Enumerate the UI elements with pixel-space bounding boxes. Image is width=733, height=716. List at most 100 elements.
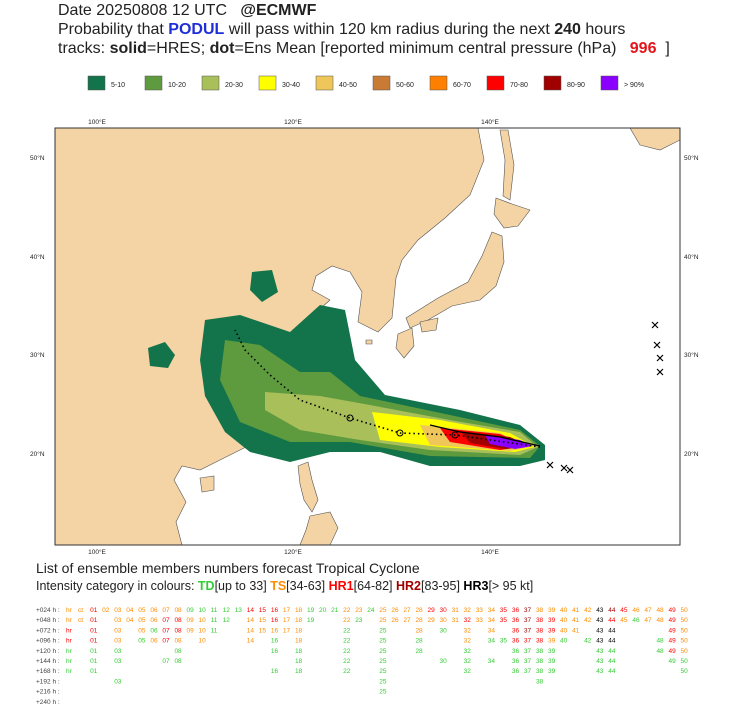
legend-label: 30-40 xyxy=(282,82,300,89)
member-number: 36 xyxy=(512,668,520,675)
row-label: +120 h : xyxy=(36,648,60,655)
member-number: 34 xyxy=(488,617,496,624)
member-number: 12 xyxy=(223,617,231,624)
member-number: 38 xyxy=(536,617,544,624)
graticule-labels: 100°E 120°E 140°E 100°E 120°E 140°E 50°N… xyxy=(30,118,699,556)
member-number: 27 xyxy=(403,617,411,624)
member-number: 39 xyxy=(548,627,556,634)
member-number: 16 xyxy=(271,668,279,675)
member-number: 47 xyxy=(644,607,652,614)
member-number: hr xyxy=(66,607,73,614)
member-number: 22 xyxy=(343,658,351,665)
member-number: 36 xyxy=(512,627,520,634)
member-number: 32 xyxy=(464,648,472,655)
text: solid xyxy=(109,40,147,57)
member-number: 41 xyxy=(572,627,580,634)
member-number: 29 xyxy=(428,617,436,624)
member-number: 39 xyxy=(548,668,556,675)
text: tracks: xyxy=(58,40,106,57)
member-number: 49 xyxy=(669,607,677,614)
member-number: 49 xyxy=(669,627,677,634)
category-range: [34-63] xyxy=(286,579,325,593)
lat-label: 50°N xyxy=(30,154,45,162)
member-number: 43 xyxy=(596,638,604,645)
member-number: 50 xyxy=(681,668,689,675)
member-number: 28 xyxy=(415,648,423,655)
member-number: 05 xyxy=(138,617,146,624)
lon-label: 100°E xyxy=(88,118,106,126)
map-frame xyxy=(54,127,681,546)
member-number: 32 xyxy=(464,607,472,614)
member-number: hr xyxy=(66,648,73,655)
member-number: 29 xyxy=(428,607,436,614)
member-number: 34 xyxy=(488,607,496,614)
member-number: 25 xyxy=(379,678,387,685)
text: =Ens Mean [reported minimum central pres… xyxy=(234,40,617,57)
track-point xyxy=(396,429,404,437)
member-number: 41 xyxy=(572,617,580,624)
member-number: 06 xyxy=(150,638,158,645)
member-number: 23 xyxy=(355,607,363,614)
member-number: 36 xyxy=(512,658,520,665)
member-number: 37 xyxy=(524,648,532,655)
member-number: 50 xyxy=(681,627,689,634)
row-label: +072 h : xyxy=(36,627,60,634)
member-number: 14 xyxy=(247,607,255,614)
lat-label: 40°N xyxy=(684,253,699,261)
pressure: 996 xyxy=(629,40,657,57)
member-number: 36 xyxy=(512,607,520,614)
member-number: 10 xyxy=(199,617,207,624)
table-title: List of ensemble members numbers forecas… xyxy=(36,560,420,576)
member-number: 16 xyxy=(271,607,279,614)
caption-label: Intensity category in colours: xyxy=(36,579,194,593)
legend-swatch xyxy=(600,75,619,91)
category-key: HR1 xyxy=(329,579,354,593)
category-key: HR2 xyxy=(396,579,421,593)
member-number: 32 xyxy=(464,627,472,634)
member-number: 11 xyxy=(211,627,218,634)
legend-swatch xyxy=(258,75,277,91)
member-number: 46 xyxy=(632,617,640,624)
member-number: 44 xyxy=(608,638,616,645)
member-number: 31 xyxy=(452,617,460,624)
member-number: 37 xyxy=(524,627,532,634)
member-number: 28 xyxy=(415,638,423,645)
lon-label: 100°E xyxy=(88,548,106,556)
legend-label: 60-70 xyxy=(453,82,471,89)
member-number: 30 xyxy=(440,607,448,614)
member-number: 40 xyxy=(560,638,568,645)
member-number: 11 xyxy=(211,607,218,614)
member-number: 07 xyxy=(162,658,170,665)
lat-label: 20°N xyxy=(684,450,699,458)
member-number: 44 xyxy=(608,648,616,655)
member-number: 28 xyxy=(415,617,423,624)
text: will pass within 120 km radius during th… xyxy=(228,21,550,38)
member-number: 08 xyxy=(174,658,182,665)
member-number: 25 xyxy=(379,627,387,634)
member-number: 02 xyxy=(102,607,110,614)
member-number: 08 xyxy=(174,617,182,624)
member-number: 14 xyxy=(247,617,255,624)
member-number: 44 xyxy=(608,617,616,624)
legend-label: 70-80 xyxy=(510,82,528,89)
member-number: 32 xyxy=(464,658,472,665)
member-number: 25 xyxy=(379,617,387,624)
member-number: 25 xyxy=(379,658,387,665)
text: =HRES; xyxy=(146,40,206,57)
member-number: 16 xyxy=(271,638,279,645)
member-number: 25 xyxy=(379,638,387,645)
sakhalin xyxy=(499,129,515,201)
member-number: 11 xyxy=(211,617,218,624)
member-number: 25 xyxy=(379,648,387,655)
member-number: 03 xyxy=(114,678,122,685)
member-number: 18 xyxy=(295,658,303,665)
member-number: 39 xyxy=(548,607,556,614)
hokkaido xyxy=(493,197,531,229)
member-number: 10 xyxy=(199,638,207,645)
member-number: 18 xyxy=(295,627,303,634)
lat-label: 30°N xyxy=(30,351,45,359)
member-number: 08 xyxy=(174,638,182,645)
legend-swatch xyxy=(201,75,220,91)
ensemble-starts xyxy=(546,321,664,474)
